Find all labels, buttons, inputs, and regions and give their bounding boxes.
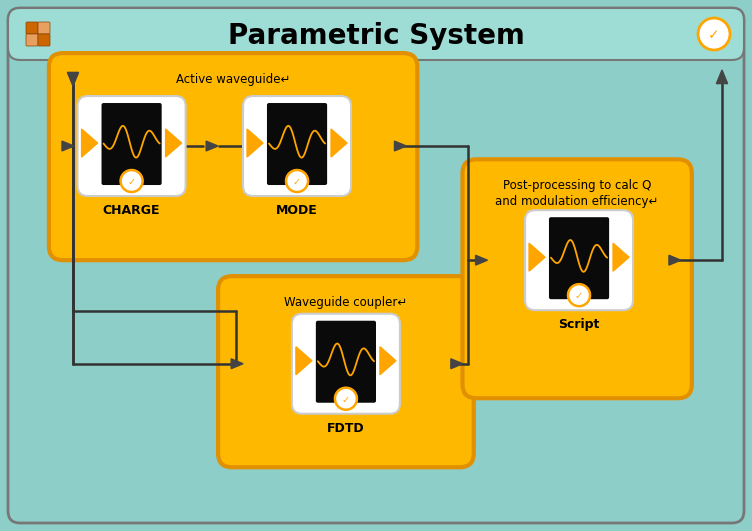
FancyBboxPatch shape [218, 276, 474, 467]
Polygon shape [395, 141, 406, 151]
FancyBboxPatch shape [26, 34, 38, 46]
Circle shape [698, 18, 730, 50]
Text: ✓: ✓ [342, 395, 350, 405]
Circle shape [568, 284, 590, 306]
FancyBboxPatch shape [8, 8, 744, 523]
Text: ✓: ✓ [575, 291, 583, 301]
Polygon shape [68, 72, 79, 86]
Text: FDTD: FDTD [327, 422, 365, 435]
Polygon shape [475, 255, 487, 265]
Text: ✓: ✓ [128, 177, 135, 187]
Polygon shape [206, 141, 218, 151]
FancyBboxPatch shape [38, 22, 50, 34]
Polygon shape [669, 255, 681, 265]
FancyBboxPatch shape [49, 53, 417, 260]
Text: Script: Script [558, 318, 600, 331]
Polygon shape [380, 347, 396, 375]
FancyBboxPatch shape [26, 22, 38, 34]
FancyBboxPatch shape [316, 321, 376, 402]
FancyBboxPatch shape [549, 217, 609, 299]
Text: Post-processing to calc Q
and modulation efficiency↵: Post-processing to calc Q and modulation… [496, 179, 659, 208]
Polygon shape [165, 129, 181, 157]
Text: ✓: ✓ [708, 28, 720, 42]
Polygon shape [82, 129, 98, 157]
Text: CHARGE: CHARGE [103, 204, 160, 217]
Text: MODE: MODE [276, 204, 318, 217]
Polygon shape [296, 347, 312, 375]
FancyBboxPatch shape [292, 314, 400, 414]
FancyBboxPatch shape [102, 103, 162, 185]
Text: ✓: ✓ [293, 177, 301, 187]
Text: Active waveguide↵: Active waveguide↵ [176, 73, 290, 86]
Text: Parametric System: Parametric System [228, 22, 524, 50]
Polygon shape [231, 359, 243, 369]
Text: Waveguide coupler↵: Waveguide coupler↵ [284, 296, 408, 309]
FancyBboxPatch shape [243, 96, 351, 196]
Circle shape [286, 170, 308, 192]
Polygon shape [331, 129, 347, 157]
Polygon shape [717, 70, 728, 83]
Polygon shape [62, 141, 74, 151]
Polygon shape [529, 243, 545, 271]
FancyBboxPatch shape [267, 103, 327, 185]
Polygon shape [613, 243, 629, 271]
FancyBboxPatch shape [8, 8, 744, 60]
Polygon shape [451, 359, 462, 369]
FancyBboxPatch shape [38, 34, 50, 46]
Polygon shape [247, 129, 263, 157]
Circle shape [120, 170, 143, 192]
FancyBboxPatch shape [462, 159, 692, 398]
FancyBboxPatch shape [77, 96, 186, 196]
FancyBboxPatch shape [525, 210, 633, 310]
Circle shape [335, 388, 357, 410]
